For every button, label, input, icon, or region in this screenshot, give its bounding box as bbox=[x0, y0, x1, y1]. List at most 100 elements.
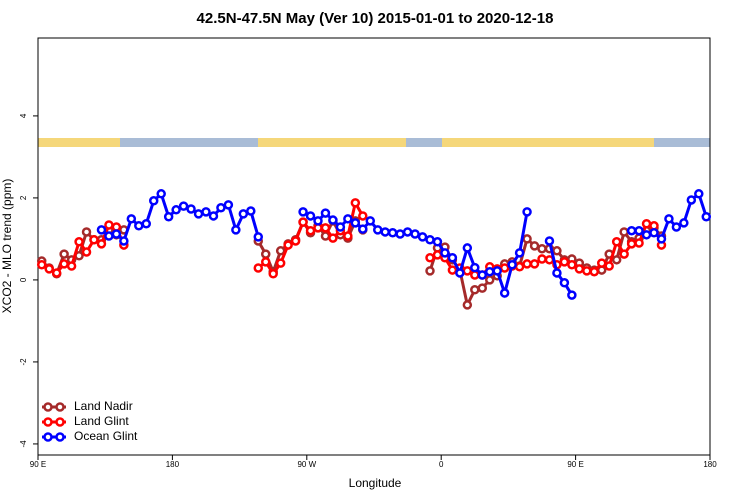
point bbox=[119, 236, 129, 246]
strip-land bbox=[442, 138, 654, 147]
x-tick-label: 90 E bbox=[30, 460, 46, 469]
legend-label: Land Nadir bbox=[74, 399, 133, 413]
point bbox=[141, 218, 152, 229]
point bbox=[522, 234, 532, 244]
point bbox=[596, 258, 607, 268]
point bbox=[260, 257, 271, 267]
point bbox=[59, 259, 69, 269]
point bbox=[567, 290, 577, 300]
point bbox=[51, 268, 62, 278]
x-tick-label: 180 bbox=[703, 460, 717, 469]
point bbox=[656, 234, 667, 244]
point bbox=[298, 207, 308, 217]
point bbox=[193, 209, 204, 219]
point bbox=[641, 218, 652, 229]
strip-ocean bbox=[406, 138, 442, 147]
point bbox=[260, 249, 271, 259]
chart-title: 42.5N-47.5N May (Ver 10) 2015-01-01 to 2… bbox=[197, 10, 554, 27]
point bbox=[470, 285, 480, 295]
point bbox=[275, 258, 286, 268]
x-tick-label: 90 E bbox=[567, 460, 583, 469]
point bbox=[283, 240, 293, 250]
x-tick-label: 90 W bbox=[297, 460, 316, 469]
point bbox=[320, 223, 331, 233]
point bbox=[96, 225, 107, 235]
point bbox=[447, 253, 458, 263]
point bbox=[253, 263, 264, 273]
point bbox=[425, 253, 435, 263]
point bbox=[522, 259, 532, 269]
x-tick-label: 0 bbox=[439, 460, 444, 469]
point bbox=[537, 244, 547, 254]
point bbox=[171, 205, 181, 215]
point bbox=[432, 250, 443, 260]
point bbox=[126, 214, 137, 224]
strip-land bbox=[258, 138, 406, 147]
point bbox=[178, 201, 189, 211]
legend-marker bbox=[43, 402, 53, 412]
point bbox=[462, 243, 473, 253]
y-tick-label: -4 bbox=[19, 440, 28, 448]
point bbox=[81, 227, 92, 237]
point bbox=[619, 249, 629, 259]
legend-marker bbox=[43, 432, 53, 442]
point bbox=[552, 268, 562, 278]
point bbox=[89, 234, 99, 245]
y-axis-label: XCO2 - MLO trend (ppm) bbox=[0, 179, 14, 314]
point bbox=[395, 229, 405, 239]
point bbox=[484, 275, 495, 285]
point bbox=[298, 217, 308, 227]
point bbox=[462, 300, 473, 310]
point bbox=[544, 236, 555, 246]
point bbox=[470, 270, 480, 280]
point bbox=[455, 268, 465, 278]
point bbox=[499, 288, 510, 298]
point bbox=[148, 196, 159, 206]
legend-marker bbox=[55, 402, 65, 412]
point bbox=[671, 222, 682, 232]
point bbox=[634, 225, 644, 236]
point bbox=[134, 221, 144, 231]
point bbox=[679, 218, 689, 228]
point bbox=[567, 259, 577, 270]
point bbox=[477, 270, 488, 280]
point bbox=[350, 218, 361, 228]
strip-ocean bbox=[120, 138, 258, 147]
legend-marker bbox=[55, 417, 65, 427]
point bbox=[343, 231, 353, 241]
point bbox=[402, 227, 413, 237]
point bbox=[701, 212, 712, 222]
point bbox=[410, 229, 420, 239]
point bbox=[358, 211, 368, 221]
point bbox=[305, 211, 316, 221]
point bbox=[81, 247, 92, 257]
y-tick-label: 4 bbox=[19, 113, 28, 118]
x-tick-label: 180 bbox=[166, 460, 180, 469]
strip-land bbox=[38, 138, 120, 147]
legend-label: Ocean Glint bbox=[74, 429, 138, 443]
point bbox=[537, 254, 547, 264]
point bbox=[290, 236, 301, 246]
point bbox=[104, 220, 114, 230]
point bbox=[649, 228, 659, 238]
point bbox=[626, 239, 637, 249]
legend-marker bbox=[43, 417, 53, 427]
point bbox=[589, 266, 600, 277]
point bbox=[335, 222, 346, 232]
point bbox=[484, 266, 495, 277]
point bbox=[223, 200, 234, 210]
point bbox=[358, 224, 368, 234]
point bbox=[156, 189, 166, 199]
point bbox=[74, 237, 84, 247]
point bbox=[529, 241, 540, 251]
point bbox=[514, 262, 525, 272]
point bbox=[425, 266, 435, 276]
point bbox=[664, 214, 674, 224]
point bbox=[417, 232, 428, 242]
point bbox=[619, 227, 629, 237]
point bbox=[470, 262, 480, 273]
point bbox=[634, 238, 644, 248]
point bbox=[328, 233, 338, 243]
point bbox=[477, 283, 488, 293]
